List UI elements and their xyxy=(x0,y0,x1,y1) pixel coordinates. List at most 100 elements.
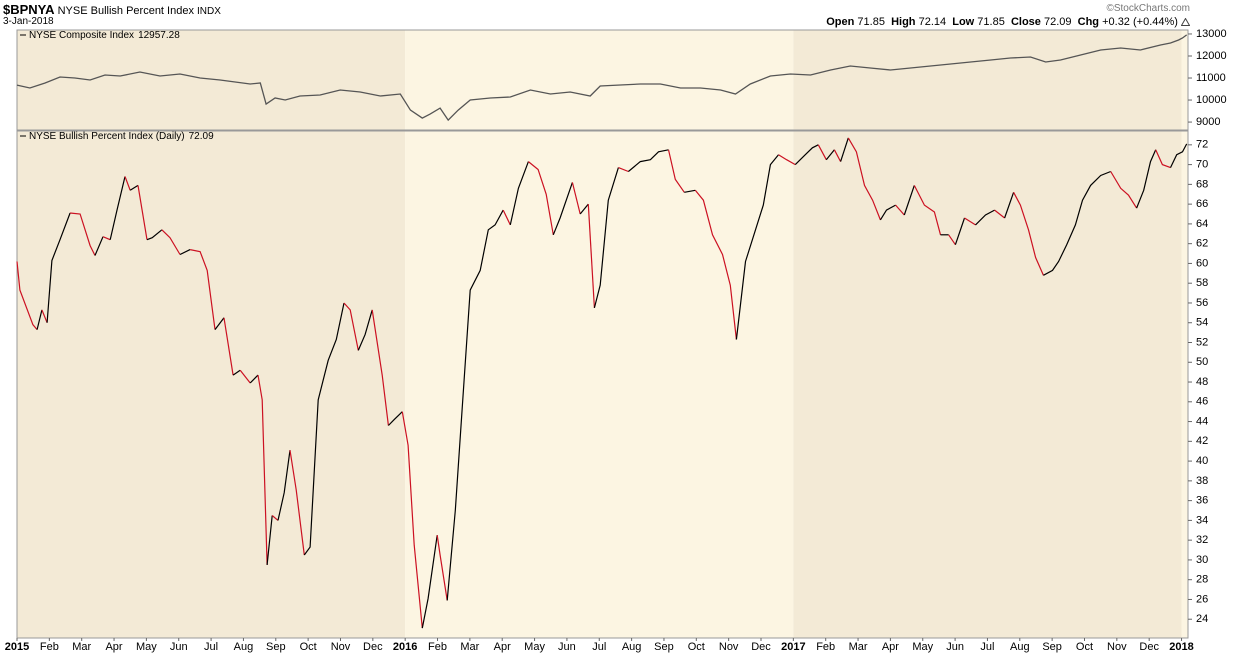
bpi-line xyxy=(667,149,685,193)
bpi-line xyxy=(964,217,976,226)
bpi-line xyxy=(343,302,359,351)
x-tick-label: Nov xyxy=(719,641,739,653)
y-tick-label: 56 xyxy=(1196,297,1208,309)
bpi-line xyxy=(421,535,438,629)
bpi-line xyxy=(303,302,345,556)
bpi-line xyxy=(1043,170,1111,276)
y-tick-label: 66 xyxy=(1196,198,1208,210)
x-tick-label: Oct xyxy=(688,641,705,653)
x-tick-label: Mar xyxy=(849,641,868,653)
y-tick-label: 13000 xyxy=(1196,28,1227,40)
year-band xyxy=(1181,30,1188,638)
x-tick-label: Feb xyxy=(40,641,59,653)
bpi-line xyxy=(509,161,529,226)
bpi-line xyxy=(371,309,389,426)
bpi-line xyxy=(271,515,279,521)
index-name: NYSE Bullish Percent Index xyxy=(57,5,194,17)
bpi-line xyxy=(16,261,38,330)
y-tick-label: 9000 xyxy=(1196,116,1220,128)
x-tick-label: May xyxy=(912,641,933,653)
x-tick-label: Jun xyxy=(170,641,188,653)
bpi-line xyxy=(289,450,305,556)
x-tick-label: Jul xyxy=(980,641,994,653)
bpi-line xyxy=(436,535,448,601)
bpi-line xyxy=(124,176,131,191)
y-tick-label: 34 xyxy=(1196,514,1208,526)
x-tick-label: Dec xyxy=(1139,641,1159,653)
bpi-line xyxy=(817,144,827,160)
bpi-line xyxy=(214,317,225,330)
y-tick-label: 68 xyxy=(1196,178,1208,190)
y-tick-label: 42 xyxy=(1196,435,1208,447)
y-tick-label: 28 xyxy=(1196,574,1208,586)
quote-label: High xyxy=(891,16,916,28)
legend-name: NYSE Composite Index xyxy=(29,30,134,41)
bpi-line xyxy=(618,167,629,173)
bpi-line xyxy=(994,209,1005,219)
y-tick-label: 46 xyxy=(1196,396,1208,408)
date: 3-Jan-2018 xyxy=(3,16,54,27)
y-tick-label: 36 xyxy=(1196,495,1208,507)
x-tick-label: Oct xyxy=(300,641,317,653)
bpi-line xyxy=(387,411,403,426)
y-tick-label: 11000 xyxy=(1196,72,1226,84)
quote-label: Close xyxy=(1010,16,1041,28)
up-arrow xyxy=(1180,17,1191,27)
bpi-line xyxy=(593,167,619,309)
panel-frame xyxy=(16,29,1189,131)
y-tick-label: 60 xyxy=(1196,257,1208,269)
bpi-line xyxy=(895,204,905,216)
bpi-line xyxy=(266,515,273,565)
y-tick-label: 50 xyxy=(1196,356,1208,368)
bpi-line xyxy=(223,317,234,376)
x-tick-label: Jun xyxy=(946,641,964,653)
x-tick-label: 2016 xyxy=(393,641,417,653)
x-tick-label: Dec xyxy=(363,641,383,653)
y-tick-label: 62 xyxy=(1196,238,1208,250)
bpi-line xyxy=(840,137,849,162)
year-band xyxy=(793,30,1182,638)
panel-frame xyxy=(16,130,1189,639)
bpi-line xyxy=(552,182,573,236)
bpi-line xyxy=(94,236,104,256)
bpi-line xyxy=(954,217,966,245)
bpi-line xyxy=(528,161,554,235)
bpi-line xyxy=(239,369,251,384)
bpi-line xyxy=(1136,149,1157,209)
x-tick-label: Dec xyxy=(751,641,771,653)
x-tick-label: Feb xyxy=(816,641,835,653)
bpi-line xyxy=(277,450,291,521)
x-tick-label: Feb xyxy=(428,641,447,653)
quote-label: Chg xyxy=(1077,16,1100,28)
bpi-line xyxy=(1004,192,1015,219)
bpi-line xyxy=(146,229,163,241)
legend: NYSE Composite Index 12957.28 xyxy=(29,30,180,41)
y-tick-label: 70 xyxy=(1196,159,1208,171)
bpi-line xyxy=(189,249,216,330)
x-tick-label: Apr xyxy=(882,641,899,653)
x-tick-label: Sep xyxy=(654,641,674,653)
y-tick-label: 32 xyxy=(1196,534,1208,546)
x-tick-label: Mar xyxy=(72,641,91,653)
bpi-line xyxy=(778,154,796,166)
bpi-line xyxy=(249,374,259,384)
credit: ©StockCharts.com xyxy=(1106,3,1190,14)
bpi-line xyxy=(401,411,423,629)
y-tick-label: 54 xyxy=(1196,317,1208,329)
bpi-line xyxy=(46,212,71,323)
bpi-line xyxy=(879,204,896,221)
bpi-line xyxy=(1169,143,1188,168)
y-tick-label: 10000 xyxy=(1196,94,1227,106)
bpi-line xyxy=(847,137,881,221)
bpi-line xyxy=(446,209,504,601)
x-tick-label: Jul xyxy=(204,641,218,653)
quote-value: 72.09 xyxy=(1043,16,1072,28)
x-tick-label: Sep xyxy=(1042,641,1062,653)
x-tick-label: 2017 xyxy=(781,641,805,653)
x-tick-label: May xyxy=(524,641,545,653)
symbol: $BPNYA xyxy=(3,2,55,17)
y-tick-label: 48 xyxy=(1196,376,1208,388)
y-tick-label: 72 xyxy=(1196,139,1208,151)
bpi-line xyxy=(109,176,126,240)
